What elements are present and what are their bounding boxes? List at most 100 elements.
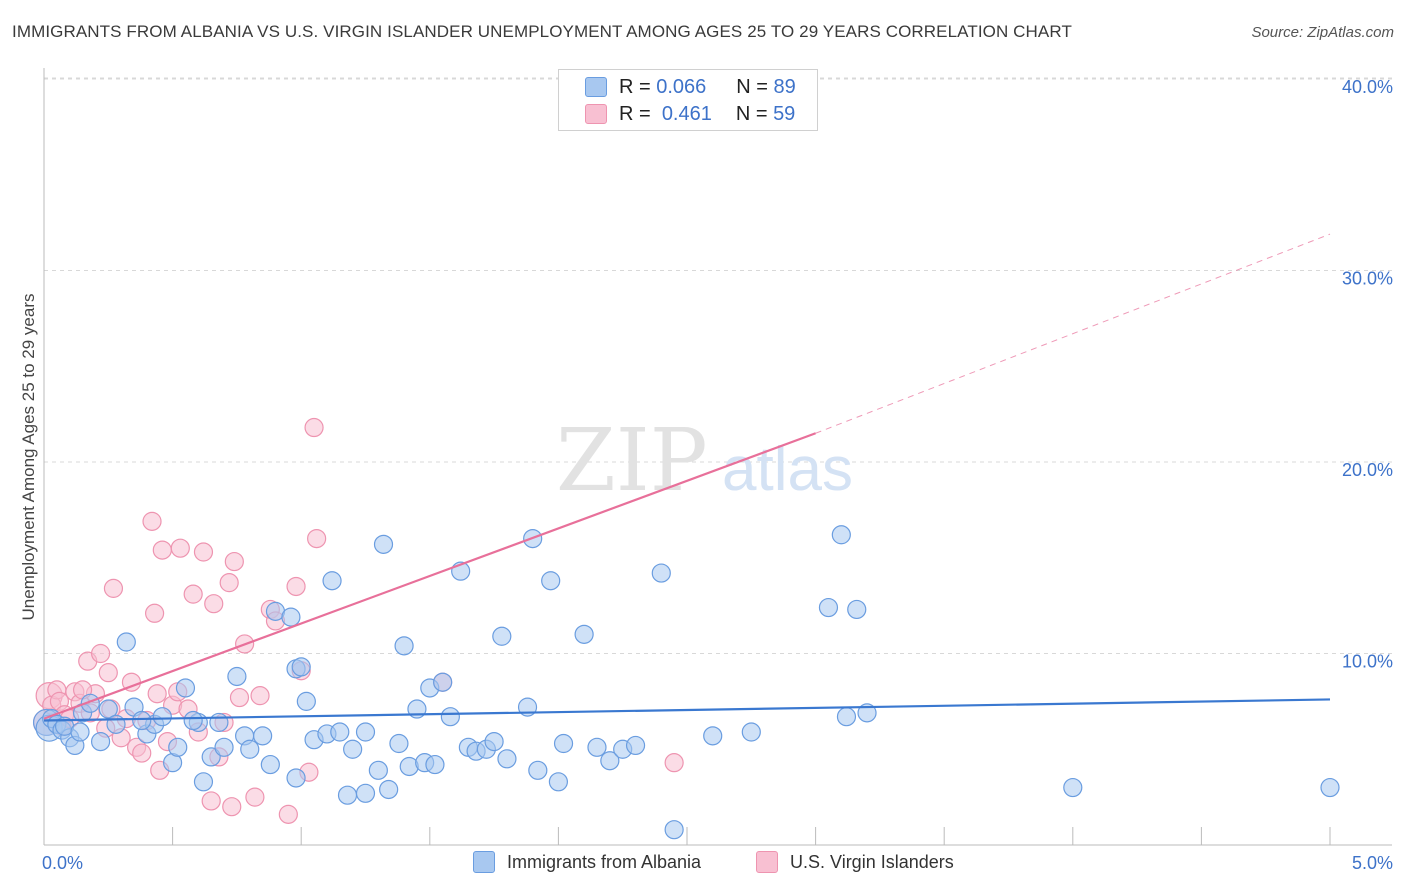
y-tick-label: 20.0% — [1342, 460, 1393, 480]
virgin-islanders-point — [144, 603, 165, 623]
virgin-islanders-point — [229, 687, 250, 708]
virgin-islanders-point — [250, 686, 270, 706]
albania-point — [330, 722, 350, 742]
albania-point — [541, 571, 561, 591]
gridlines — [44, 77, 1392, 654]
albania-point — [368, 760, 388, 780]
albania-point — [373, 534, 394, 554]
watermark-atlas: atlas — [722, 435, 853, 504]
albania-point — [214, 737, 234, 757]
albania-point — [574, 624, 594, 644]
virgin-islanders-point — [201, 791, 221, 811]
virgin-islanders-point — [219, 573, 239, 593]
albania-point — [355, 783, 376, 803]
albania-point — [528, 760, 548, 780]
virgin-islanders-trend-extension — [815, 233, 1331, 434]
albania-point — [227, 666, 247, 687]
albania-point — [240, 739, 260, 759]
legend-r-value-albania: 0.066 — [656, 75, 707, 98]
albania-point — [741, 722, 761, 742]
albania-point — [1320, 777, 1340, 798]
albania-point — [260, 754, 280, 775]
legend-n-value-albania: 89 — [773, 75, 796, 98]
bottom-legend-swatch-albania — [473, 851, 495, 873]
albania-point — [152, 707, 172, 727]
legend-r-value-virgin-islanders: 0.461 — [661, 102, 712, 125]
legend-n-value-virgin-islanders: 59 — [773, 102, 796, 125]
virgin-islanders-point — [90, 643, 111, 664]
albania-point — [497, 749, 517, 769]
albania-point — [253, 726, 273, 746]
bottom-legend-label-albania: Immigrants from Albania — [507, 851, 702, 872]
correlation-legend: R = 0.066 N = 89 R = 0.461 N = 59 — [558, 69, 818, 131]
legend-row-albania: R = 0.066 N = 89 — [585, 75, 796, 99]
legend-n-label: N = — [735, 102, 768, 125]
legend-r-label: R = — [619, 75, 651, 98]
virgin-islanders-point — [193, 542, 214, 562]
y-tick-label: 10.0% — [1342, 652, 1393, 672]
albania-point — [600, 751, 620, 771]
albania-point — [857, 703, 877, 723]
legend-swatch-albania — [585, 77, 607, 97]
albania-point — [281, 607, 301, 627]
albania-point — [343, 739, 363, 759]
albania-point — [664, 820, 684, 840]
virgin-islanders-point — [170, 538, 190, 558]
albania-point — [440, 707, 460, 727]
albania-point — [98, 699, 118, 719]
albania-point — [433, 672, 453, 692]
albania-point — [425, 754, 445, 775]
albania-point — [651, 563, 671, 583]
albania-point — [322, 571, 342, 591]
legend-swatch-virgin-islanders — [585, 104, 607, 124]
virgin-islanders-point — [664, 753, 684, 773]
watermark-zip: ZIP — [556, 411, 708, 511]
albania-point — [394, 636, 414, 656]
albania-point — [1063, 777, 1083, 798]
tick-labels: 10.0% 20.0% 30.0% 40.0% 0.0% 5.0% — [42, 77, 1393, 873]
albania-point — [484, 731, 504, 752]
albania-point — [286, 768, 306, 788]
albania-point — [355, 722, 376, 742]
albania-point — [183, 710, 203, 731]
albania-point — [587, 737, 607, 757]
y-tick-label: 30.0% — [1342, 269, 1393, 289]
virgin-islanders-point — [278, 804, 298, 824]
legend-r-label: R = — [619, 102, 651, 125]
bottom-legend-virgin-islanders: U.S. Virgin Islanders — [756, 851, 954, 873]
virgin-islanders-point — [304, 417, 324, 438]
virgin-islanders-point — [132, 743, 152, 763]
albania-point — [847, 599, 867, 620]
virgin-islanders-point — [142, 511, 162, 531]
virgin-islanders-point — [245, 787, 265, 807]
albania-point — [492, 626, 512, 646]
virgin-islanders-point — [307, 528, 327, 549]
virgin-islanders-point — [222, 797, 242, 817]
albania-point — [175, 678, 196, 698]
bottom-legend-label-virgin-islanders: U.S. Virgin Islanders — [790, 851, 954, 872]
albania-point — [703, 726, 723, 746]
albania-point — [818, 597, 839, 618]
x-tick-label: 0.0% — [42, 853, 83, 873]
albania-point — [389, 733, 409, 754]
legend-n-label: N = — [736, 75, 768, 98]
bottom-legend-albania: Immigrants from Albania — [473, 851, 701, 873]
albania-point — [116, 632, 136, 652]
x-tick-label: 5.0% — [1352, 853, 1393, 873]
virgin-islanders-point — [286, 576, 306, 597]
albania-point — [201, 747, 221, 767]
virgin-islanders-point — [98, 663, 118, 683]
albania-point — [291, 657, 311, 677]
y-tick-label: 40.0% — [1342, 77, 1393, 97]
source-credit: Source: ZipAtlas.com — [1251, 24, 1394, 41]
albania-point — [831, 525, 851, 545]
virgin-islanders-point — [224, 551, 244, 572]
legend-row-virgin-islanders: R = 0.461 N = 59 — [585, 102, 795, 126]
albania-trend-line — [43, 698, 1331, 722]
albania-point — [209, 712, 229, 733]
albania-point — [168, 737, 188, 757]
virgin-islanders-point — [147, 684, 167, 704]
virgin-islanders-point — [183, 584, 203, 604]
albania-point — [379, 779, 399, 800]
